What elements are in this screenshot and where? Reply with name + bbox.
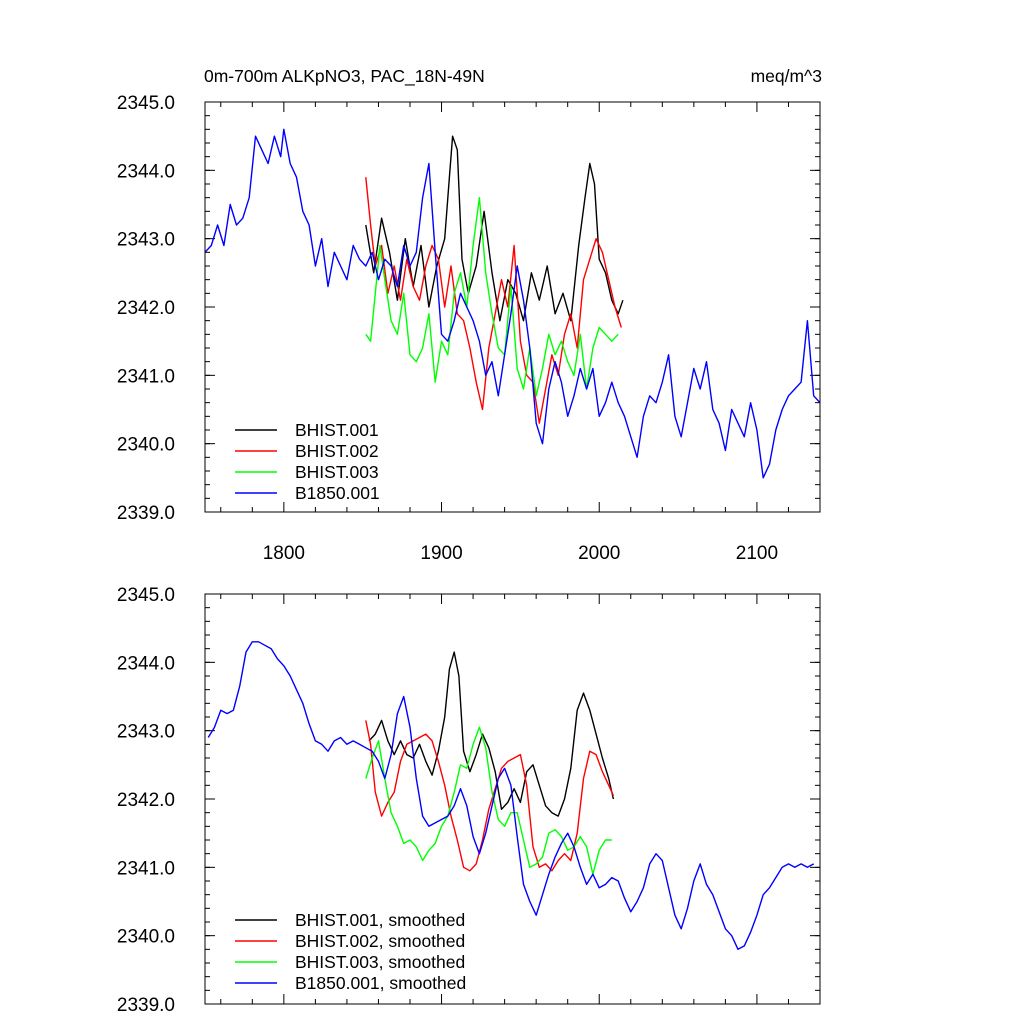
x-tick-label: 2000 bbox=[578, 543, 620, 564]
x-tick-label: 2100 bbox=[736, 543, 778, 564]
series-line-b1850-001-smoothed bbox=[207, 641, 815, 950]
series-line-bhist-001 bbox=[365, 135, 624, 322]
legend-label: BHIST.003 bbox=[295, 462, 379, 482]
y-tick-label: 2339.0 bbox=[117, 503, 175, 524]
series-line-bhist-002-smoothed bbox=[365, 720, 615, 872]
series-line-bhist-003-smoothed bbox=[365, 726, 612, 875]
y-axis-ticks: 2339.0 2340.0 2341.0 2342.0 2343.0 2344.0 2345… bbox=[117, 93, 820, 524]
x-tick-label: 1900 bbox=[420, 543, 462, 564]
plot-frame bbox=[204, 101, 821, 513]
legend-label: BHIST.003, smoothed bbox=[295, 952, 465, 972]
units-label: meq/m^3 bbox=[751, 66, 822, 86]
legend-label: BHIST.001 bbox=[295, 420, 379, 440]
y-tick-label: 2339.0 bbox=[117, 995, 175, 1016]
y-tick-label: 2341.0 bbox=[117, 858, 175, 879]
legend-label: BHIST.002 bbox=[295, 441, 379, 461]
series-line-bhist-003 bbox=[365, 196, 619, 397]
y-tick-label: 2340.0 bbox=[117, 927, 175, 948]
x-axis-ticks bbox=[220, 594, 821, 1004]
y-tick-label: 2345.0 bbox=[117, 585, 175, 606]
y-tick-label: 2344.0 bbox=[117, 161, 175, 182]
series-line-b1850-001 bbox=[205, 128, 820, 479]
y-tick-label: 2343.0 bbox=[117, 722, 175, 743]
plot-frame bbox=[204, 593, 821, 1005]
y-tick-label: 2345.0 bbox=[117, 93, 175, 114]
series-line-bhist-001-smoothed bbox=[368, 651, 615, 817]
legend-label: BHIST.001, smoothed bbox=[295, 910, 465, 930]
x-axis-ticks: 1800 1900 2000 2100 bbox=[220, 102, 821, 564]
y-tick-label: 2342.0 bbox=[117, 298, 175, 319]
x-tick-label: 1800 bbox=[263, 543, 305, 564]
legend-label: BHIST.002, smoothed bbox=[295, 931, 465, 951]
y-tick-label: 2341.0 bbox=[117, 366, 175, 387]
y-tick-label: 2340.0 bbox=[117, 435, 175, 456]
series-group bbox=[207, 641, 815, 950]
bottom-panel: 2339.0 2340.0 2341.0 2342.0 2343.0 2344.0 2345… bbox=[117, 585, 821, 1016]
y-axis-ticks: 2339.0 2340.0 2341.0 2342.0 2343.0 2344.0 2345… bbox=[117, 585, 820, 1016]
chart-title: 0m-700m ALKpNO3, PAC_18N-49N bbox=[204, 66, 485, 87]
y-tick-label: 2344.0 bbox=[117, 653, 175, 674]
series-group bbox=[205, 128, 820, 479]
legend-label: B1850.001, smoothed bbox=[295, 973, 466, 993]
series-line-bhist-002 bbox=[365, 177, 622, 424]
top-panel: 0m-700m ALKpNO3, PAC_18N-49N meq/m^3 233… bbox=[117, 66, 822, 564]
y-tick-label: 2342.0 bbox=[117, 790, 175, 811]
legend-label: B1850.001 bbox=[295, 483, 380, 503]
y-tick-label: 2343.0 bbox=[117, 230, 175, 251]
